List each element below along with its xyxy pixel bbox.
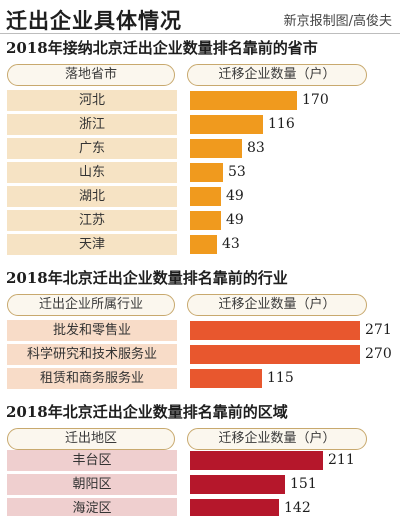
value-label: 116 (268, 116, 295, 132)
category-label: 河北 (7, 90, 177, 111)
bar (190, 115, 263, 134)
header-divider (0, 33, 400, 34)
value-label: 170 (302, 92, 329, 108)
bar (190, 475, 285, 494)
value-label: 142 (284, 500, 311, 516)
bar-row: 湖北 49 (0, 186, 400, 207)
value-label: 83 (247, 140, 265, 156)
bar (190, 163, 223, 182)
category-label: 浙江 (7, 114, 177, 135)
bar (190, 187, 221, 206)
category-column-header: 迁出地区 (7, 428, 175, 450)
value-label: 53 (228, 164, 246, 180)
category-label: 江苏 (7, 210, 177, 231)
value-label: 151 (290, 476, 317, 492)
value-label: 271 (365, 322, 392, 338)
category-label: 批发和零售业 (7, 320, 177, 341)
bar-row: 批发和零售业 271 (0, 320, 400, 341)
bar-row: 科学研究和技术服务业 270 (0, 344, 400, 365)
bar (190, 345, 360, 364)
value-label: 49 (226, 212, 244, 228)
value-label: 115 (267, 370, 294, 386)
value-label: 211 (328, 452, 355, 468)
bar-row: 山东 53 (0, 162, 400, 183)
bar (190, 91, 297, 110)
category-label: 租赁和商务服务业 (7, 368, 177, 389)
bar-row: 海淀区 142 (0, 498, 400, 516)
value-column-header: 迁移企业数量（户） (187, 64, 367, 86)
category-label: 广东 (7, 138, 177, 159)
bar (190, 499, 279, 516)
category-label: 丰台区 (7, 450, 177, 471)
category-label: 天津 (7, 234, 177, 255)
page-header: 迁出企业具体情况 新京报制图/高俊夫 (0, 0, 400, 37)
bar (190, 369, 262, 388)
value-label: 49 (226, 188, 244, 204)
page-title: 迁出企业具体情况 (6, 9, 182, 33)
category-column-header: 落地省市 (7, 64, 175, 86)
category-label: 海淀区 (7, 498, 177, 516)
value-label: 270 (365, 346, 392, 362)
bar-row: 河北 170 (0, 90, 400, 111)
bar (190, 139, 242, 158)
category-label: 朝阳区 (7, 474, 177, 495)
category-label: 山东 (7, 162, 177, 183)
category-label: 湖北 (7, 186, 177, 207)
bar (190, 235, 217, 254)
category-label: 科学研究和技术服务业 (7, 344, 177, 365)
chart-title: 2018年北京迁出企业数量排名靠前的行业 (6, 269, 288, 287)
bar-row: 广东 83 (0, 138, 400, 159)
bar-row: 浙江 116 (0, 114, 400, 135)
bar-row: 江苏 49 (0, 210, 400, 231)
bar-row: 租赁和商务服务业 115 (0, 368, 400, 389)
chart-title: 2018年接纳北京迁出企业数量排名靠前的省市 (6, 39, 318, 57)
bar (190, 211, 221, 230)
value-column-header: 迁移企业数量（户） (187, 294, 367, 316)
category-column-header: 迁出企业所属行业 (7, 294, 175, 316)
chart-title: 2018年北京迁出企业数量排名靠前的区域 (6, 403, 288, 421)
bar-row: 朝阳区 151 (0, 474, 400, 495)
credit-line: 新京报制图/高俊夫 (283, 14, 392, 29)
bar (190, 451, 323, 470)
bar-row: 天津 43 (0, 234, 400, 255)
value-label: 43 (222, 236, 240, 252)
bar (190, 321, 360, 340)
bar-row: 丰台区 211 (0, 450, 400, 471)
value-column-header: 迁移企业数量（户） (187, 428, 367, 450)
